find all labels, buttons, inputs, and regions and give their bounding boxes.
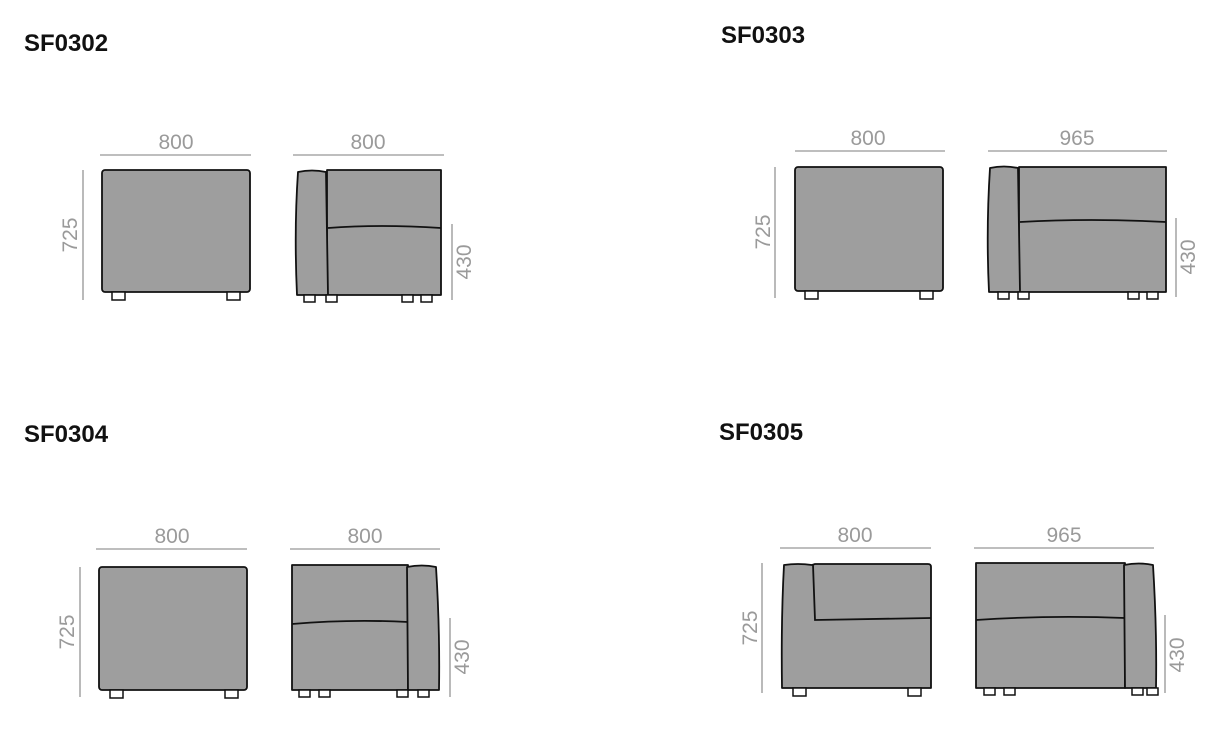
module-body [780, 563, 932, 689]
module-body [794, 166, 944, 292]
side-view: 965 430 [986, 127, 1200, 300]
leg [997, 291, 1010, 300]
armrest [294, 169, 329, 296]
leg [919, 290, 934, 300]
width-label: 800 [347, 525, 382, 548]
leg [417, 689, 430, 698]
seat-height-label: 430 [1166, 637, 1189, 672]
width-label: 800 [350, 131, 385, 154]
seat-height-label: 430 [1177, 239, 1200, 274]
back-seat [975, 562, 1126, 689]
back-seat [1018, 166, 1167, 293]
model-code: SF0304 [24, 421, 109, 448]
model-sf0305: SF0305 800 725 965 430 [719, 419, 1189, 697]
leg [1146, 687, 1159, 696]
width-label: 800 [837, 524, 872, 547]
model-code: SF0303 [721, 22, 805, 49]
model-code: SF0302 [24, 30, 108, 57]
front-view: 800 725 [752, 127, 945, 300]
leg [109, 689, 124, 699]
leg [1127, 291, 1140, 300]
height-label: 725 [739, 610, 762, 645]
leg [325, 294, 338, 303]
width-label: 800 [158, 131, 193, 154]
leg [804, 290, 819, 300]
leg [1131, 687, 1144, 696]
leg [111, 291, 126, 301]
module-body [98, 566, 248, 691]
model-sf0303: SF0303 800 725 965 430 [721, 22, 1200, 300]
width-label: 800 [850, 127, 885, 150]
leg [1017, 291, 1030, 300]
leg [1146, 291, 1159, 300]
leg [1003, 687, 1016, 696]
seat-height-label: 430 [451, 639, 474, 674]
module-body [101, 169, 251, 293]
leg [401, 294, 414, 303]
front-view: 800 725 [739, 524, 932, 697]
model-code: SF0305 [719, 419, 803, 446]
seat-height-label: 430 [453, 244, 476, 279]
width-label: 965 [1059, 127, 1094, 150]
leg [318, 689, 331, 698]
width-label: 800 [154, 525, 189, 548]
armrest [1123, 562, 1158, 689]
side-view: 800 430 [290, 525, 474, 698]
model-sf0304: SF0304 800 725 800 430 [24, 421, 474, 699]
armrest [986, 165, 1021, 293]
armrest [406, 564, 441, 691]
side-view: 800 430 [293, 131, 476, 303]
leg [420, 294, 433, 303]
back-seat [291, 564, 409, 691]
leg [396, 689, 409, 698]
model-sf0302: SF0302 800 725 800 430 [24, 30, 476, 303]
leg [907, 687, 922, 697]
height-label: 725 [59, 217, 82, 252]
height-label: 725 [752, 214, 775, 249]
width-label: 965 [1046, 524, 1081, 547]
leg [983, 687, 996, 696]
front-view: 800 725 [56, 525, 248, 699]
leg [226, 291, 241, 301]
leg [792, 687, 807, 697]
leg [298, 689, 311, 698]
front-view: 800 725 [59, 131, 251, 301]
leg [224, 689, 239, 699]
back-seat [326, 169, 442, 296]
height-label: 725 [56, 614, 79, 649]
leg [303, 294, 316, 303]
side-view: 965 430 [974, 524, 1189, 696]
